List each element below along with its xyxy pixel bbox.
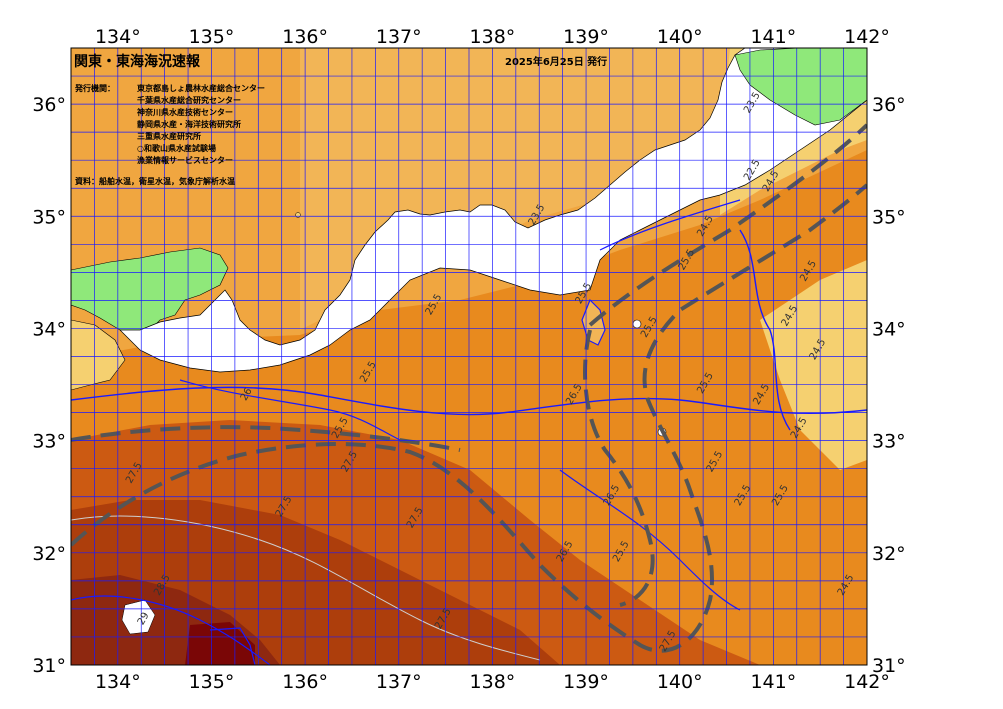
issuer-item: ○和歌山県水産試験場	[137, 144, 216, 153]
lon-label-top: 140°	[657, 26, 703, 48]
issuer-item: 神奈川県水産技術センター	[137, 108, 233, 117]
lon-label-bottom: 135°	[189, 671, 235, 693]
axis-tick-labels: 134° 134° 135° 135° 136° 136° 137° 137° 138° 138°…	[32, 26, 905, 693]
lat-label-right: 36°	[872, 94, 906, 116]
isotherm-24-5	[739, 229, 791, 431]
lat-label-left: 32°	[32, 543, 66, 565]
lon-label-top: 141°	[750, 26, 796, 48]
lat-label-right: 31°	[872, 655, 906, 677]
issuer-item: 静岡県水産・海洋技術研究所	[137, 120, 241, 129]
lon-label-top: 136°	[282, 26, 328, 48]
lat-label-left: 34°	[32, 318, 66, 340]
issue-date: 2025年6月25日 発行	[505, 57, 608, 68]
isotherm-24	[599, 199, 741, 251]
lon-label-top: 134°	[95, 26, 141, 48]
isotherm-30	[209, 627, 256, 665]
lon-label-top: 139°	[563, 26, 609, 48]
issuer-item: 漁業情報サービスセンター	[137, 156, 233, 165]
lon-label-top: 138°	[470, 26, 516, 48]
lon-label-top: 142°	[844, 26, 890, 48]
data-source-line: 資料：船舶水温，衛星水温，気象庁解析水温	[75, 177, 235, 186]
lon-label-bottom: 134°	[95, 671, 141, 693]
land-oshima	[632, 319, 642, 329]
lon-label-bottom: 138°	[470, 671, 516, 693]
isotherm-label: 29	[136, 611, 152, 628]
lat-label-right: 33°	[872, 431, 906, 453]
lat-label-left: 35°	[32, 206, 66, 228]
missing-data-area	[121, 599, 156, 635]
isotherm-26	[179, 379, 401, 441]
sea-zone-30c	[185, 622, 255, 665]
map-frame	[70, 47, 868, 666]
issuer-item: 千葉県水産総合研究センター	[137, 96, 241, 105]
issuers-list: 東京都島しょ農林水産総合センター 千葉県水産総合研究センター 神奈川県水産技術セ…	[137, 83, 265, 167]
land-shikoku	[71, 247, 229, 336]
land-islet	[295, 212, 301, 218]
kuroshio-axis-north	[71, 425, 461, 452]
sea-zone-23c-east	[760, 260, 867, 470]
isotherm-29	[71, 595, 271, 665]
kuroshio-axis-main	[71, 183, 867, 653]
isotherm-26-5	[559, 469, 741, 611]
isotherm-25-5	[71, 386, 867, 416]
kuroshio-axis-loop	[583, 329, 655, 607]
lat-label-left: 31°	[32, 655, 66, 677]
lat-label-right: 32°	[872, 543, 906, 565]
map-plot-area: 22.523.523.524.524.524.524.524.524.524.5…	[71, 48, 867, 665]
lat-label-left: 36°	[32, 94, 66, 116]
lon-label-top: 135°	[189, 26, 235, 48]
land-honshu	[119, 48, 867, 373]
lat-label-left: 33°	[32, 431, 66, 453]
lon-label-bottom: 140°	[657, 671, 703, 693]
lat-label-right: 35°	[872, 206, 906, 228]
lon-label-bottom: 141°	[750, 671, 796, 693]
lon-label-top: 137°	[376, 26, 422, 48]
lat-lon-grid	[71, 48, 867, 665]
lon-label-bottom: 139°	[563, 671, 609, 693]
lat-label-right: 34°	[872, 318, 906, 340]
issuers-label: 発行機関：	[75, 84, 115, 93]
map-title: 関東・東海海況速報	[74, 54, 200, 70]
issuer-item: 三重県水産研究所	[137, 132, 201, 141]
issuer-item: 東京都島しょ農林水産総合センター	[137, 84, 265, 93]
kuroshio-axis-east	[588, 123, 867, 327]
lon-label-bottom: 137°	[376, 671, 422, 693]
isotherm-27-5	[71, 515, 541, 661]
lon-label-bottom: 142°	[844, 671, 890, 693]
lon-label-bottom: 136°	[282, 671, 328, 693]
